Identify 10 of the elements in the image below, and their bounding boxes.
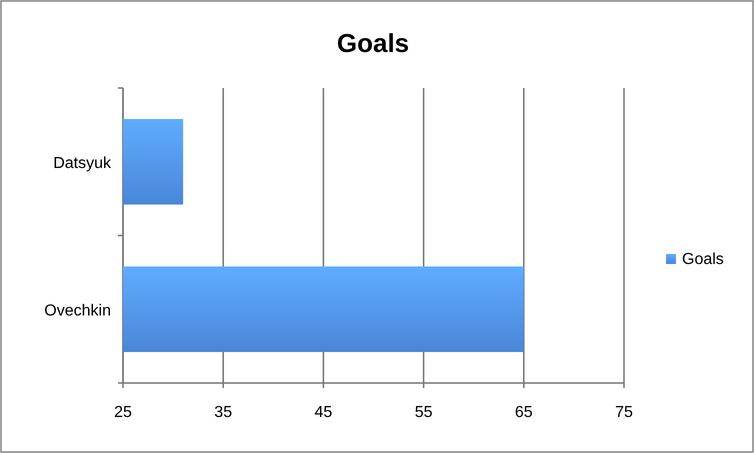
x-tick-label: 65 (514, 404, 533, 421)
x-tick-label: 45 (314, 404, 332, 421)
legend-label: Goals (682, 251, 724, 268)
x-tick-label: 35 (214, 404, 232, 421)
x-tick-label: 75 (615, 404, 633, 421)
x-tick-label: 25 (114, 404, 132, 421)
chart-title: Goals (336, 28, 410, 58)
x-tick-label: 55 (414, 404, 433, 421)
y-tick-label: Ovechkin (44, 302, 111, 320)
y-tick-label: Datsyuk (53, 154, 112, 172)
